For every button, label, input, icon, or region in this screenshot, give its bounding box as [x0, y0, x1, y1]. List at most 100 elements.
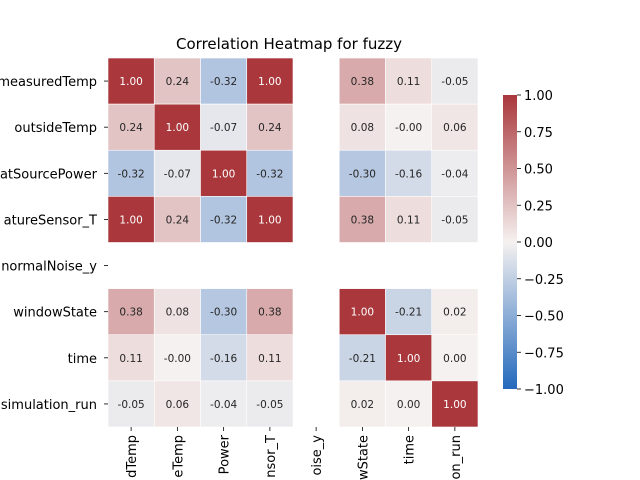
cell-value-label: 0.38	[258, 307, 281, 319]
cell-value-label: 0.02	[443, 307, 466, 319]
cell-value-label: 0.11	[397, 76, 420, 88]
cell-value-label: 1.00	[258, 76, 281, 88]
heatmap-cell	[107, 57, 155, 105]
heatmap-cell	[246, 196, 294, 243]
chart-title: Correlation Heatmap for fuzzy	[176, 35, 402, 53]
heatmap-cell	[385, 57, 433, 105]
row-labels: measuredTemp outsideTemp atSourcePower atur…	[0, 75, 108, 413]
heatmap-cell	[200, 288, 248, 336]
cell-value-label: 1.00	[212, 168, 235, 180]
column-label: nsor_T	[264, 435, 279, 478]
heatmap-cell	[338, 334, 386, 382]
cell-value-label: 0.24	[166, 214, 190, 226]
heatmap-cell	[107, 334, 155, 382]
cell-value-label: 0.11	[397, 214, 420, 226]
cell-value-label: -0.32	[210, 214, 237, 226]
colorbar-tick-label: −1.00	[524, 383, 564, 398]
cell-value-label: -0.05	[441, 214, 468, 226]
heatmap-cell	[153, 334, 201, 382]
cell-value-label: -0.32	[210, 76, 237, 88]
heatmap-cell	[246, 149, 294, 197]
heatmap-cell	[338, 103, 386, 151]
heatmap-cell	[431, 288, 479, 336]
cell-value-label: -0.32	[118, 168, 145, 180]
colorbar-tick-label: 0.50	[524, 163, 553, 178]
heatmap-cell	[431, 196, 479, 243]
column-label: oise_y	[310, 435, 325, 476]
colorbar	[503, 95, 517, 389]
cell-value-label: -0.30	[210, 307, 237, 319]
cell-value-label: 0.06	[443, 122, 467, 134]
heatmap-cell	[200, 334, 248, 382]
column-labels: dTemp eTemp Power nsor_T oise_y wState time on_…	[125, 427, 464, 480]
heatmap-cell	[431, 380, 479, 428]
column-label: wState	[356, 435, 371, 480]
cell-value-label: 0.24	[119, 122, 143, 134]
cell-value-label: -0.07	[210, 122, 237, 134]
cell-value-label: -0.30	[349, 168, 376, 180]
heatmap-cell	[385, 196, 433, 243]
heatmap-cell	[431, 149, 479, 197]
row-label: simulation_run	[1, 398, 97, 413]
heatmap-cell	[385, 103, 433, 151]
heatmap-cell	[153, 149, 201, 197]
colorbar-tick-label: 0.25	[524, 199, 553, 214]
heatmap-cell	[431, 334, 479, 382]
heatmap-cell	[338, 149, 386, 197]
cell-value-label: 0.02	[351, 399, 374, 411]
row-label: measuredTemp	[0, 75, 97, 90]
heatmap-cell	[246, 103, 294, 151]
cell-value-label: -0.16	[210, 353, 237, 365]
heatmap-cell	[385, 380, 433, 428]
cell-value-label: -0.32	[256, 168, 283, 180]
row-label: atSourcePower	[0, 167, 98, 182]
cell-value-label: -0.21	[395, 307, 422, 319]
colorbar-tick-label: 0.75	[524, 126, 553, 141]
column-label: eTemp	[171, 435, 186, 478]
heatmap-cell	[338, 380, 386, 428]
cell-value-label: 0.06	[166, 399, 190, 411]
heatmap-cell	[246, 57, 294, 105]
colorbar-tick-label: 1.00	[524, 89, 553, 104]
column-label: on_run	[449, 435, 464, 480]
heatmap-cell	[200, 57, 248, 105]
colorbar-tick-label: −0.50	[524, 310, 564, 325]
cell-value-label: -0.00	[395, 122, 422, 134]
cell-value-label: -0.16	[395, 168, 422, 180]
row-label: windowState	[13, 306, 97, 321]
heatmap-cell	[431, 103, 479, 151]
colorbar-tick-label: −0.75	[524, 346, 564, 361]
cell-value-label: 0.11	[119, 353, 142, 365]
heatmap-cell	[200, 380, 248, 428]
cell-value-label: 0.24	[258, 122, 282, 134]
heatmap-cell	[153, 196, 201, 243]
heatmap-cell	[200, 103, 248, 151]
row-label: outsideTemp	[14, 121, 97, 136]
colorbar-ticks: 1.00 0.75 0.50 0.25 0.00 −0.25 −0.50 −0.75 −1.00	[517, 89, 564, 398]
heatmap-cell	[107, 380, 155, 428]
cell-value-label: -0.05	[256, 399, 283, 411]
cell-value-label: 1.00	[443, 399, 466, 411]
cell-value-label: 0.38	[351, 214, 374, 226]
row-label: time	[68, 352, 97, 367]
column-label: time	[403, 435, 418, 464]
row-label: atureSensor_T	[4, 213, 97, 228]
cell-value-label: 1.00	[166, 122, 189, 134]
heatmap-cells	[107, 57, 479, 428]
cell-value-label: 0.08	[351, 122, 374, 134]
row-label: normalNoise_y	[1, 260, 97, 275]
colorbar-tick-label: 0.00	[524, 236, 553, 251]
cell-value-label: 1.00	[258, 214, 281, 226]
cell-value-label: 0.00	[397, 399, 420, 411]
cell-value-label: -0.04	[210, 399, 237, 411]
heatmap-cell	[246, 334, 294, 382]
cell-value-label: 1.00	[119, 214, 142, 226]
cell-value-label: -0.05	[441, 76, 468, 88]
cell-value-label: 0.11	[258, 353, 281, 365]
heatmap-cell	[107, 196, 155, 243]
heatmap-cell	[338, 57, 386, 105]
cell-value-label: -0.00	[164, 353, 191, 365]
heatmap-cell	[153, 57, 201, 105]
heatmap-cell	[200, 149, 248, 197]
